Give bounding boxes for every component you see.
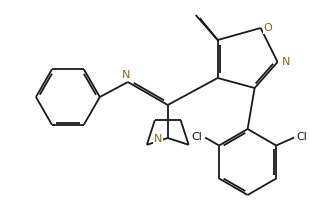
Text: Cl: Cl	[192, 133, 203, 143]
Text: N: N	[154, 134, 162, 144]
Text: O: O	[263, 23, 272, 33]
Text: Cl: Cl	[297, 133, 307, 143]
Text: N: N	[122, 70, 130, 80]
Text: N: N	[281, 57, 290, 67]
